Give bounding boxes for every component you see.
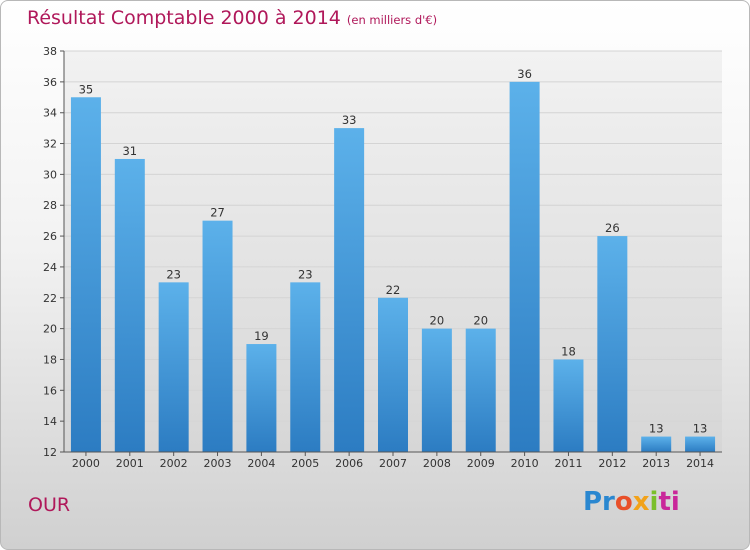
data-label: 13 [649, 422, 664, 436]
y-tick-label: 28 [43, 199, 57, 212]
bar [290, 282, 321, 452]
data-label: 26 [605, 221, 620, 235]
bar [378, 297, 408, 452]
y-tick-label: 34 [43, 107, 57, 120]
data-label: 23 [166, 267, 181, 281]
data-label: 19 [254, 329, 269, 343]
data-label: 23 [298, 267, 313, 281]
x-tick-label: 2000 [72, 457, 100, 470]
chart-title: Résultat Comptable 2000 à 2014 (en millie… [27, 7, 437, 29]
data-label: 36 [517, 67, 532, 81]
y-tick-label: 18 [43, 353, 57, 366]
y-tick-label: 20 [43, 323, 57, 336]
data-label: 13 [693, 422, 708, 436]
bar [553, 359, 584, 452]
y-tick-label: 12 [43, 446, 57, 459]
bar [597, 236, 628, 452]
bar [685, 436, 716, 452]
data-label: 27 [210, 206, 225, 220]
proxiti-logo: Proxiti [583, 487, 680, 517]
bar [334, 128, 365, 452]
y-tick-label: 16 [43, 384, 57, 397]
y-tick-label: 38 [43, 45, 57, 58]
data-label: 31 [122, 144, 137, 158]
bar [641, 436, 672, 452]
y-tick-label: 24 [43, 261, 57, 274]
data-label: 22 [386, 283, 401, 297]
x-tick-label: 2008 [423, 457, 451, 470]
y-tick-label: 32 [43, 138, 57, 151]
x-tick-label: 2012 [598, 457, 626, 470]
chart-subtitle: (en milliers d'€) [346, 13, 438, 27]
bar [421, 328, 452, 452]
y-tick-label: 26 [43, 230, 57, 243]
x-tick-label: 2014 [686, 457, 714, 470]
bar [246, 344, 277, 452]
bar [114, 158, 145, 452]
x-axis: 2000 2001 2002 2003 2004 2005 2006 2007 2008 2009… [64, 451, 722, 470]
y-tick-label: 30 [43, 168, 57, 181]
x-tick-label: 2013 [642, 457, 670, 470]
x-tick-label: 2005 [291, 457, 319, 470]
value-labels: 35 31 23 27 19 23 33 22 20 20 36 18 26 13 13 [79, 67, 708, 436]
data-label: 20 [430, 314, 445, 328]
x-tick-label: 2006 [335, 457, 363, 470]
y-tick-label: 22 [43, 292, 57, 305]
bar [158, 282, 189, 452]
bar [509, 81, 540, 452]
x-tick-label: 2009 [467, 457, 495, 470]
x-tick-label: 2003 [204, 457, 232, 470]
y-tick-label: 14 [43, 415, 57, 428]
title-text: Résultat Comptable 2000 à 2014 [27, 7, 341, 29]
x-tick-label: 2011 [554, 457, 582, 470]
y-tick-label: 36 [43, 76, 57, 89]
data-label: 33 [342, 113, 357, 127]
x-tick-label: 2002 [160, 457, 188, 470]
x-tick-label: 2007 [379, 457, 407, 470]
x-tick-label: 2001 [116, 457, 144, 470]
bar [465, 328, 496, 452]
x-tick-label: 2004 [247, 457, 275, 470]
data-label: 35 [79, 82, 94, 96]
bar [202, 220, 233, 452]
data-label: 20 [473, 314, 488, 328]
bars [70, 81, 716, 453]
x-tick-label: 2010 [511, 457, 539, 470]
town-name: OUR [28, 494, 71, 516]
y-axis: 12 14 16 18 20 22 24 26 28 30 32 34 36 38 [43, 45, 65, 459]
bar [70, 97, 101, 453]
data-label: 18 [561, 344, 576, 358]
